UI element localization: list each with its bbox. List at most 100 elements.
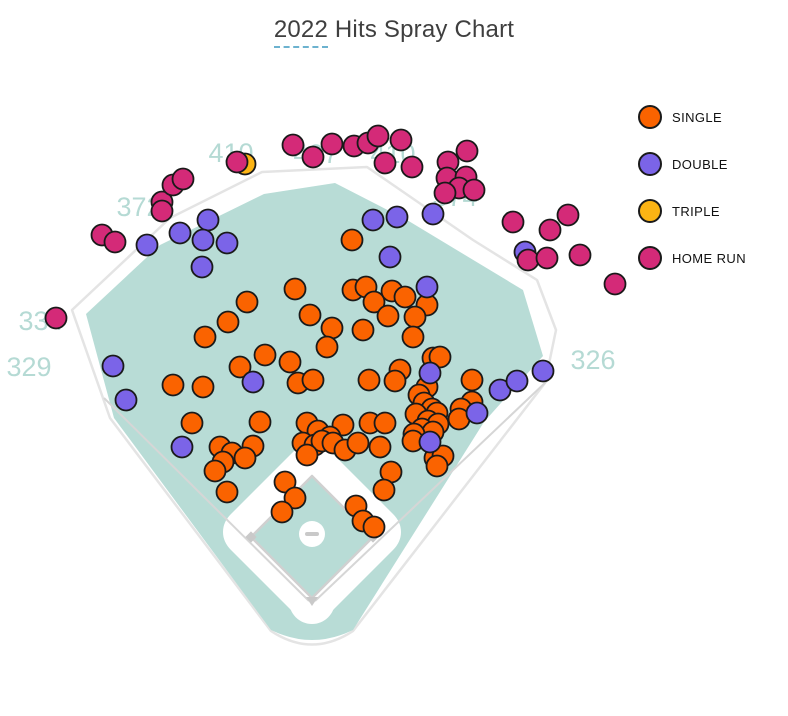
hit-dot-home_run[interactable] — [556, 203, 580, 227]
pitcher-rubber — [305, 532, 319, 536]
hit-dot-single[interactable] — [351, 318, 375, 342]
hit-dot-single[interactable] — [191, 375, 215, 399]
hit-dot-home_run[interactable] — [320, 132, 344, 156]
hit-dot-double[interactable] — [101, 354, 125, 378]
hit-dot-single[interactable] — [383, 369, 407, 393]
hit-dot-home_run[interactable] — [389, 128, 413, 152]
hit-dot-single[interactable] — [373, 411, 397, 435]
hit-dot-single[interactable] — [298, 303, 322, 327]
hit-dot-home_run[interactable] — [150, 199, 174, 223]
hit-dot-single[interactable] — [362, 290, 386, 314]
hit-dot-single[interactable] — [346, 431, 370, 455]
hit-dot-single[interactable] — [301, 368, 325, 392]
hit-dot-home_run[interactable] — [225, 150, 249, 174]
hit-dot-single[interactable] — [320, 316, 344, 340]
hit-dot-single[interactable] — [161, 373, 185, 397]
hit-dot-home_run[interactable] — [400, 155, 424, 179]
hit-dot-single[interactable] — [393, 285, 417, 309]
hit-dot-single[interactable] — [376, 304, 400, 328]
home-plate — [306, 597, 318, 606]
hit-dot-single[interactable] — [362, 515, 386, 539]
hit-dot-double[interactable] — [415, 275, 439, 299]
legend: SINGLE DOUBLE TRIPLE HOME RUN — [638, 103, 746, 291]
hit-dot-single[interactable] — [203, 459, 227, 483]
hit-dot-double[interactable] — [418, 430, 442, 454]
hit-dot-single[interactable] — [273, 470, 297, 494]
hit-dot-home_run[interactable] — [366, 124, 390, 148]
hit-dot-single[interactable] — [228, 355, 252, 379]
hit-dot-single[interactable] — [283, 277, 307, 301]
legend-item-home-run[interactable]: HOME RUN — [638, 244, 746, 272]
legend-item-triple[interactable]: TRIPLE — [638, 197, 746, 225]
hit-dot-single[interactable] — [357, 368, 381, 392]
hit-dot-double[interactable] — [385, 205, 409, 229]
hit-dot-single[interactable] — [340, 228, 364, 252]
hit-dot-home_run[interactable] — [103, 230, 127, 254]
hit-dot-single[interactable] — [283, 486, 307, 510]
hit-dot-double[interactable] — [190, 255, 214, 279]
hit-dot-single[interactable] — [235, 290, 259, 314]
hit-dot-double[interactable] — [135, 233, 159, 257]
hit-dot-single[interactable] — [180, 411, 204, 435]
left-foul-line — [103, 397, 310, 602]
hit-dot-single[interactable] — [233, 446, 257, 470]
hit-dot-double[interactable] — [196, 208, 220, 232]
year-select[interactable]: 2022 — [273, 16, 329, 48]
hit-dot-single[interactable] — [403, 305, 427, 329]
hit-dot-single[interactable] — [372, 478, 396, 502]
legend-label-triple: TRIPLE — [672, 203, 720, 219]
right-foul-line — [314, 379, 549, 602]
hit-dot-home_run[interactable] — [373, 151, 397, 175]
hit-dot-home_run[interactable] — [462, 178, 486, 202]
hit-dot-home_run[interactable] — [433, 181, 457, 205]
page-title: 2022 Hits Spray Chart — [0, 16, 788, 48]
hit-dot-home_run[interactable] — [535, 246, 559, 270]
hit-dots — [44, 124, 627, 539]
hit-dot-home_run[interactable] — [455, 139, 479, 163]
hit-dot-double[interactable] — [378, 245, 402, 269]
hit-dot-single[interactable] — [295, 443, 319, 467]
hit-dot-home_run[interactable] — [44, 306, 68, 330]
hit-dot-single[interactable] — [248, 410, 272, 434]
hit-dot-home_run[interactable] — [516, 248, 540, 272]
hit-dot-single[interactable] — [270, 500, 294, 524]
triple-swatch-icon — [638, 199, 662, 223]
hit-dot-home_run[interactable] — [538, 218, 562, 242]
hit-dot-single[interactable] — [278, 350, 302, 374]
hit-dot-single[interactable] — [460, 368, 484, 392]
hit-dot-single[interactable] — [193, 325, 217, 349]
hit-dot-single[interactable] — [216, 310, 240, 334]
legend-item-single[interactable]: SINGLE — [638, 103, 746, 131]
hit-dot-home_run[interactable] — [501, 210, 525, 234]
hit-dot-double[interactable] — [215, 231, 239, 255]
hit-dot-double[interactable] — [531, 359, 555, 383]
hit-dot-single[interactable] — [425, 454, 449, 478]
hit-dot-single[interactable] — [401, 325, 425, 349]
hit-dot-home_run[interactable] — [281, 133, 305, 157]
home-run-swatch-icon — [638, 246, 662, 270]
hit-dot-home_run[interactable] — [603, 272, 627, 296]
hit-dot-home_run[interactable] — [301, 145, 325, 169]
hit-dot-single[interactable] — [315, 335, 339, 359]
hit-dot-home_run[interactable] — [568, 243, 592, 267]
hit-dot-single[interactable] — [428, 345, 452, 369]
hit-dot-double[interactable] — [465, 401, 489, 425]
legend-item-double[interactable]: DOUBLE — [638, 150, 746, 178]
hit-dot-home_run[interactable] — [171, 167, 195, 191]
hit-dot-double[interactable] — [418, 361, 442, 385]
hit-dot-double[interactable] — [421, 202, 445, 226]
hit-dot-double[interactable] — [505, 369, 529, 393]
hit-dot-double[interactable] — [241, 370, 265, 394]
hit-dot-single[interactable] — [368, 435, 392, 459]
legend-label-double: DOUBLE — [672, 156, 728, 172]
title-text: Hits Spray Chart — [328, 16, 515, 43]
hit-dot-double[interactable] — [191, 228, 215, 252]
hit-dot-double[interactable] — [361, 208, 385, 232]
hit-dot-double[interactable] — [170, 435, 194, 459]
hit-dot-single[interactable] — [253, 343, 277, 367]
hit-dot-double[interactable] — [114, 388, 138, 412]
hit-dot-single[interactable] — [215, 480, 239, 504]
hit-dot-double[interactable] — [168, 221, 192, 245]
